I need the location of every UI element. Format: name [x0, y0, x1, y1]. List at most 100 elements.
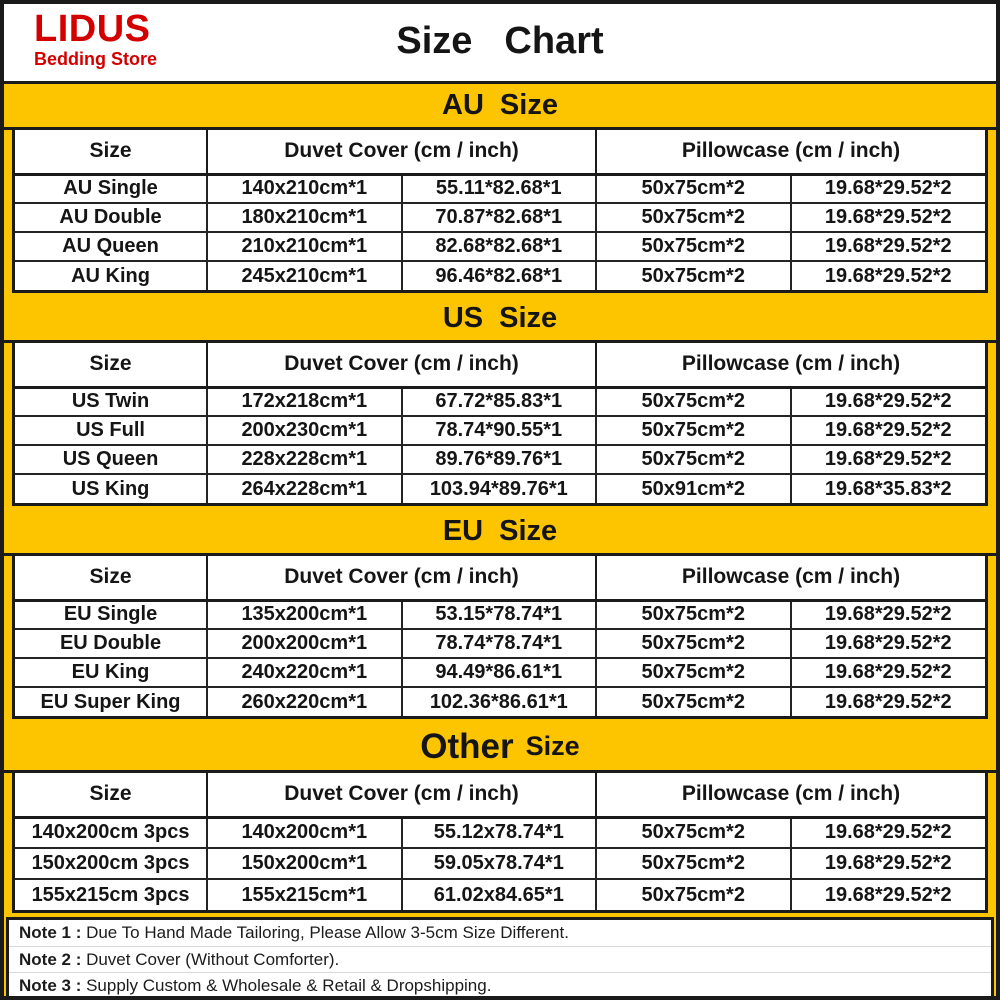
pillowcase-inch-cell: 19.68*29.52*2 [789, 174, 985, 203]
note-1-label: Note 1 : [19, 923, 87, 942]
duvet-inch-cell: 78.74*90.55*1 [400, 415, 597, 445]
table-row: US King 264x228cm*1 103.94*89.76*1 50x91cm*… [15, 473, 985, 503]
brand-name: LIDUS [34, 8, 151, 50]
note-3-label: Note 3 : [19, 975, 87, 995]
us-table: Size Duvet Cover (cm / inch) Pillowcase … [15, 343, 985, 503]
column-header-pillowcase: Pillowcase (cm / inch) [595, 343, 985, 389]
pillowcase-inch-cell: 19.68*29.52*2 [789, 878, 985, 910]
column-header-duvet: Duvet Cover (cm / inch) [206, 773, 597, 819]
table-row: AU King 245x210cm*1 96.46*82.68*1 50x75cm*2… [15, 260, 985, 290]
duvet-cm-cell: 210x210cm*1 [206, 231, 402, 261]
pillowcase-cm-cell: 50x75cm*2 [595, 174, 791, 203]
pillowcase-cm-cell: 50x75cm*2 [595, 387, 791, 416]
duvet-inch-cell: 55.12x78.74*1 [400, 817, 597, 848]
banner-au-main: AU [442, 89, 484, 121]
duvet-inch-cell: 102.36*86.61*1 [400, 686, 597, 716]
duvet-cm-cell: 228x228cm*1 [206, 444, 402, 474]
page-title-word2: Chart [504, 20, 604, 62]
duvet-cm-cell: 135x200cm*1 [206, 600, 402, 629]
pillowcase-cm-cell: 50x91cm*2 [595, 473, 791, 503]
section-banner-other: Other Size [4, 723, 996, 773]
pillowcase-inch-cell: 19.68*35.83*2 [789, 473, 985, 503]
column-header-size: Size [15, 773, 208, 819]
duvet-inch-cell: 94.49*86.61*1 [400, 657, 597, 687]
column-header-pillowcase: Pillowcase (cm / inch) [595, 556, 985, 602]
duvet-cm-cell: 200x200cm*1 [206, 628, 402, 658]
pillowcase-inch-cell: 19.68*29.52*2 [789, 847, 985, 879]
pillowcase-cm-cell: 50x75cm*2 [595, 231, 791, 261]
duvet-cm-cell: 140x210cm*1 [206, 174, 402, 203]
section-banner-us: US Size [4, 297, 996, 343]
table-row: US Queen 228x228cm*1 89.76*89.76*1 50x75cm*… [15, 444, 985, 474]
pillowcase-cm-cell: 50x75cm*2 [595, 847, 791, 879]
duvet-cm-cell: 240x220cm*1 [206, 657, 402, 687]
pillowcase-inch-cell: 19.68*29.52*2 [789, 231, 985, 261]
us-header-row: Size Duvet Cover (cm / inch) Pillowcase … [15, 343, 985, 389]
banner-us-main: US [442, 302, 484, 334]
banner-other-main: Other [420, 726, 514, 766]
size-cell: US King [15, 473, 208, 503]
size-cell: 140x200cm 3pcs [31, 821, 190, 844]
pillowcase-cm-cell: 50x75cm*2 [595, 415, 791, 445]
table-row: AU Double 180x210cm*1 70.87*82.68*1 50x75cm… [15, 202, 985, 232]
section-banner-eu: EU Size [4, 510, 996, 556]
table-row: EU Double 200x200cm*1 78.74*78.74*1 50x75cm… [15, 628, 985, 658]
table-row: EU Single 135x200cm*1 53.15*78.74*1 50x75cm… [15, 600, 985, 629]
duvet-cm-cell: 260x220cm*1 [206, 686, 402, 716]
duvet-inch-cell: 82.68*82.68*1 [400, 231, 597, 261]
brand-tagline: Bedding Store [34, 49, 158, 69]
note-row-2: Note 2 : Duvet Cover (Without Comforter)… [9, 946, 991, 972]
size-cell: US Twin [71, 390, 150, 413]
pillowcase-inch-cell: 19.68*29.52*2 [789, 817, 985, 848]
size-cell: EU Super King [15, 686, 208, 716]
note-row-3: Note 3 : Supply Custom & Wholesale & Ret… [9, 972, 991, 996]
column-header-duvet: Duvet Cover (cm / inch) [206, 130, 597, 176]
table-row: 150x200cm 3pcs 150x200cm*1 59.05x78.74*1 50… [15, 847, 985, 879]
banner-eu-sub: Size [499, 515, 558, 547]
banner-eu-main: EU [442, 515, 484, 547]
au-header-row: Size Duvet Cover (cm / inch) Pillowcase … [15, 130, 985, 176]
pillowcase-cm-cell: 50x75cm*2 [595, 444, 791, 474]
note-1-text: Due To Hand Made Tailoring, Please Allow… [86, 923, 569, 942]
duvet-inch-cell: 89.76*89.76*1 [400, 444, 597, 474]
pillowcase-inch-cell: 19.68*29.52*2 [789, 600, 985, 629]
column-header-duvet: Duvet Cover (cm / inch) [206, 343, 597, 389]
pillowcase-inch-cell: 19.68*29.52*2 [789, 628, 985, 658]
duvet-inch-cell: 78.74*78.74*1 [400, 628, 597, 658]
duvet-cm-cell: 245x210cm*1 [206, 260, 402, 290]
size-cell: AU Queen [15, 231, 208, 261]
size-table-eu: Size Duvet Cover (cm / inch) Pillowcase … [12, 556, 988, 719]
section-banner-au: AU Size [4, 84, 996, 130]
table-row: US Twin 172x218cm*1 67.72*85.83*1 50x75cm*2… [15, 387, 985, 416]
size-table-au: Size Duvet Cover (cm / inch) Pillowcase … [12, 130, 988, 293]
au-table: Size Duvet Cover (cm / inch) Pillowcase … [15, 130, 985, 290]
banner-other-sub: Size [525, 731, 580, 761]
column-header-pillowcase: Pillowcase (cm / inch) [595, 773, 985, 819]
duvet-inch-cell: 61.02x84.65*1 [400, 878, 597, 910]
pillowcase-cm-cell: 50x75cm*2 [595, 817, 791, 848]
duvet-inch-cell: 53.15*78.74*1 [400, 600, 597, 629]
banner-us-sub: Size [499, 302, 558, 334]
table-row: AU Queen 210x210cm*1 82.68*82.68*1 50x75cm*… [15, 231, 985, 261]
page-header: LIDUS Bedding Store Size Chart [4, 4, 996, 84]
size-cell: EU Double [15, 628, 208, 658]
pillowcase-cm-cell: 50x75cm*2 [595, 202, 791, 232]
duvet-inch-cell: 59.05x78.74*1 [400, 847, 597, 879]
column-header-duvet: Duvet Cover (cm / inch) [206, 556, 597, 602]
column-header-size: Size [15, 343, 208, 389]
note-3-text: Supply Custom & Wholesale & Retail & Dro… [86, 975, 492, 995]
pillowcase-inch-cell: 19.68*29.52*2 [789, 260, 985, 290]
duvet-inch-cell: 103.94*89.76*1 [400, 473, 597, 503]
note-2-label: Note 2 : [19, 949, 87, 969]
pillowcase-inch-cell: 19.68*29.52*2 [789, 387, 985, 416]
pillowcase-inch-cell: 19.68*29.52*2 [789, 444, 985, 474]
duvet-inch-cell: 55.11*82.68*1 [400, 174, 597, 203]
size-cell: EU King [15, 657, 208, 687]
duvet-inch-cell: 70.87*82.68*1 [400, 202, 597, 232]
pillowcase-cm-cell: 50x75cm*2 [595, 686, 791, 716]
other-header-row: Size Duvet Cover (cm / inch) Pillowcase … [15, 773, 985, 819]
duvet-cm-cell: 155x215cm*1 [206, 878, 402, 910]
size-cell: AU King [15, 260, 208, 290]
column-header-pillowcase: Pillowcase (cm / inch) [595, 130, 985, 176]
